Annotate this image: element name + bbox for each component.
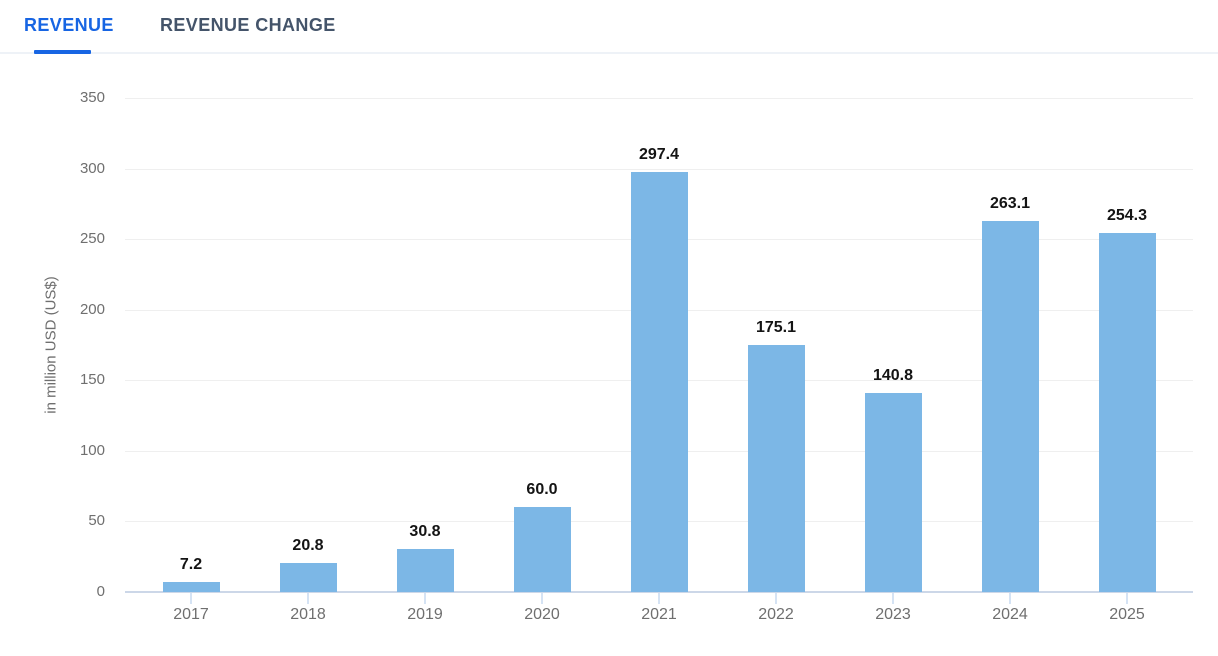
tab-revenue[interactable]: REVENUE	[24, 15, 114, 35]
bar-value-label: 60.0	[526, 481, 558, 498]
bar-2022[interactable]	[747, 345, 805, 592]
tab-bar: REVENUE REVENUE CHANGE	[0, 0, 1218, 54]
x-axis-line	[125, 591, 1193, 593]
x-axis-tick	[1126, 593, 1128, 604]
x-axis-tick	[658, 593, 660, 604]
bar-value-label: 175.1	[755, 319, 797, 336]
bar-value-label: 254.3	[1106, 207, 1148, 224]
bar-2024[interactable]	[981, 221, 1039, 592]
y-tick-label: 300	[79, 159, 105, 177]
x-axis-tick	[775, 593, 777, 604]
x-tick-label: 2025	[1109, 606, 1145, 623]
y-tick-label: 250	[79, 230, 105, 248]
tab-revenue-change[interactable]: REVENUE CHANGE	[160, 15, 336, 35]
x-tick-label: 2020	[524, 606, 560, 623]
x-tick-label: 2019	[407, 606, 443, 623]
x-axis-tick	[190, 593, 192, 604]
x-axis-tick	[424, 593, 426, 604]
bar-value-label: 297.4	[638, 146, 680, 163]
x-axis-tick	[1009, 593, 1011, 604]
tabbar-divider	[0, 52, 1218, 54]
x-axis-tick	[307, 593, 309, 604]
bar-2020[interactable]	[513, 507, 571, 592]
gridline	[125, 98, 1193, 99]
bar-2021[interactable]	[630, 172, 688, 592]
x-tick-label: 2024	[992, 606, 1028, 623]
y-tick-label: 100	[79, 441, 105, 459]
y-tick-label: 0	[96, 583, 105, 600]
x-tick-label: 2022	[758, 606, 794, 623]
x-tick-label: 2021	[641, 606, 677, 623]
y-tick-label: 150	[79, 371, 105, 389]
bar-2023[interactable]	[864, 393, 922, 592]
bar-2018[interactable]	[279, 563, 337, 592]
x-axis-tick	[541, 593, 543, 604]
x-tick-label: 2018	[290, 606, 326, 623]
y-tick-label: 350	[79, 89, 105, 106]
y-tick-label: 50	[88, 512, 105, 530]
active-tab-underline	[34, 50, 91, 54]
gridline	[125, 168, 1193, 170]
y-tick-label: 200	[79, 300, 105, 318]
bar-value-label: 20.8	[292, 537, 324, 554]
x-axis-tick	[892, 593, 894, 604]
bar-2017[interactable]	[162, 582, 220, 592]
bar-value-label: 7.2	[179, 556, 203, 573]
y-axis-title: in million USD (US$)	[42, 276, 60, 414]
x-tick-label: 2023	[875, 606, 911, 623]
bar-value-label: 140.8	[872, 367, 914, 384]
bar-2019[interactable]	[396, 549, 454, 592]
bar-value-label: 30.8	[409, 523, 441, 540]
x-tick-label: 2017	[173, 606, 209, 623]
bar-2025[interactable]	[1098, 233, 1156, 592]
bar-value-label: 263.1	[989, 195, 1031, 212]
